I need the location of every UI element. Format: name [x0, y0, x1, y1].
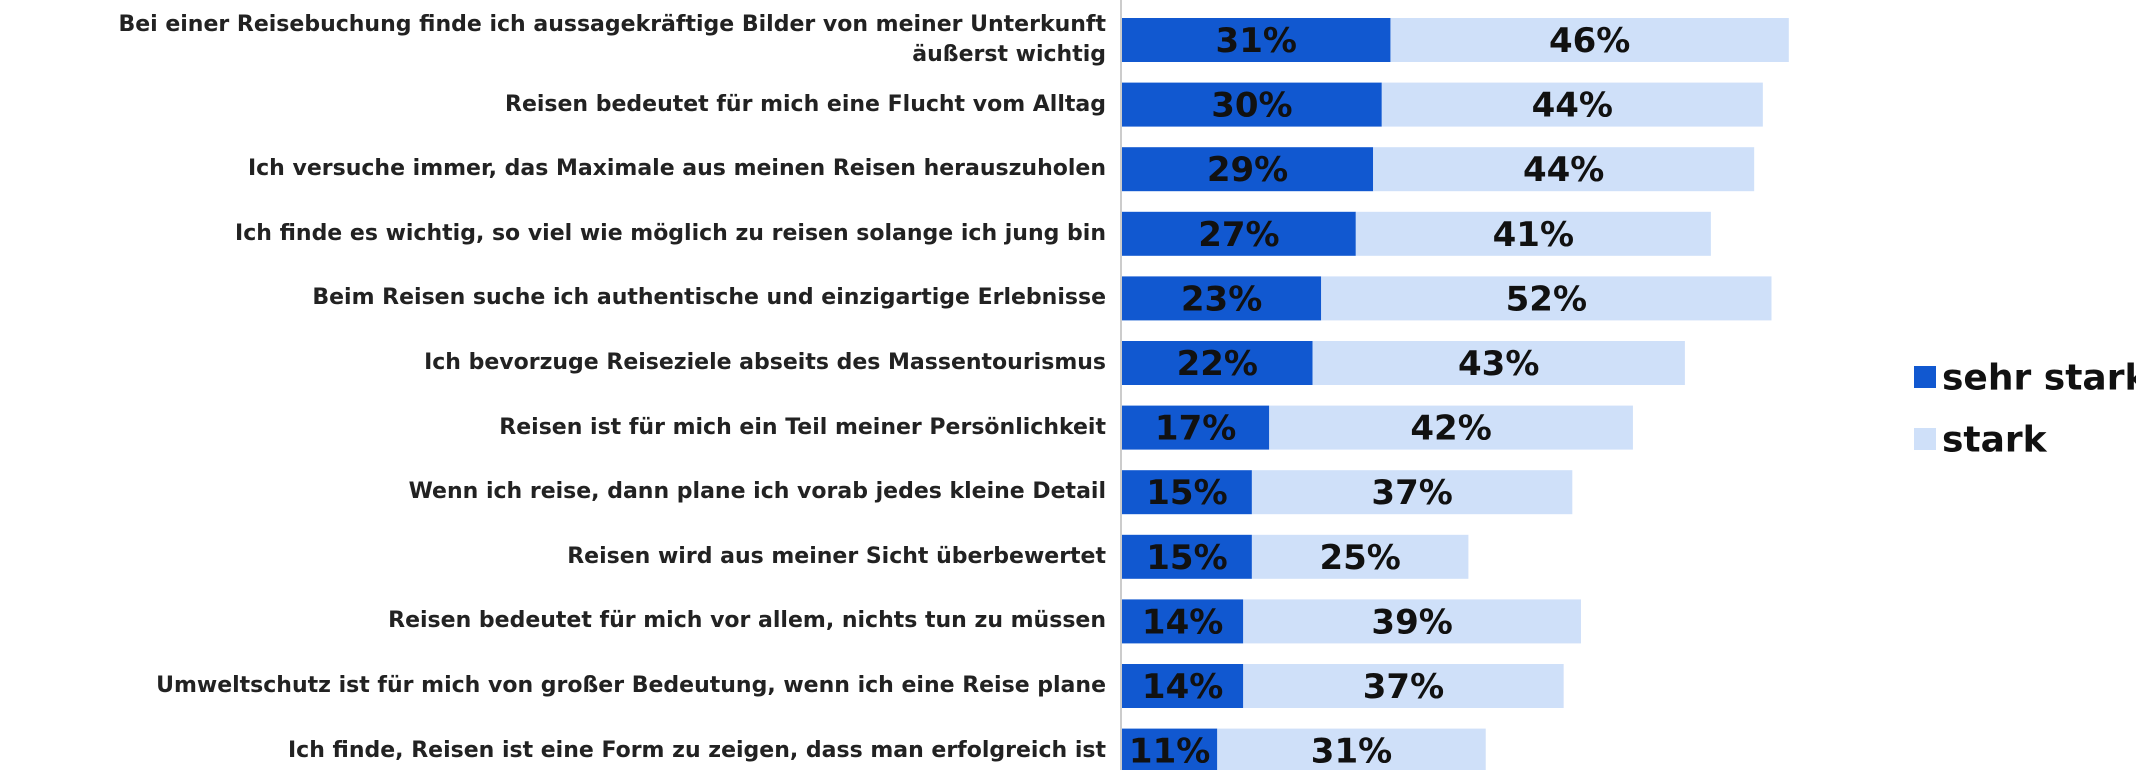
category-label: Ich finde, Reisen ist eine Form zu zeige… — [288, 737, 1106, 763]
category-label: Ich versuche immer, das Maximale aus mei… — [247, 156, 1106, 182]
bar-segment — [1122, 470, 1252, 515]
value-label: 29% — [1207, 150, 1288, 190]
bar-segment — [1251, 470, 1573, 515]
value-label: 43% — [1458, 344, 1539, 384]
bar-segment — [1122, 147, 1374, 192]
bar-segment — [1321, 276, 1772, 321]
category-label: Bei einer Reisebuchung finde ich aussage… — [118, 12, 1106, 67]
value-label: 23% — [1181, 279, 1262, 319]
bar-segment — [1122, 405, 1270, 450]
value-label: 11% — [1129, 732, 1210, 770]
bar-segment — [1122, 18, 1391, 62]
category-label: Beim Reisen suche ich authentische und e… — [312, 285, 1106, 311]
value-label: 17% — [1155, 409, 1236, 449]
value-label: 42% — [1410, 409, 1491, 449]
bar-segment — [1381, 82, 1763, 127]
value-label: 27% — [1198, 215, 1279, 255]
category-label: Wenn ich reise, dann plane ich vorab jed… — [408, 479, 1106, 505]
bar-segment — [1122, 728, 1218, 770]
value-label: 15% — [1146, 538, 1227, 578]
value-label: 44% — [1523, 150, 1604, 190]
bar-segment — [1243, 664, 1564, 708]
category-label: Reisen bedeutet für mich eine Flucht vom… — [505, 91, 1106, 117]
category-label: Reisen wird aus meiner Sicht überbewerte… — [567, 543, 1106, 569]
value-label: 39% — [1371, 602, 1452, 642]
category-label: Reisen bedeutet für mich vor allem, nich… — [388, 608, 1106, 634]
bar-segment — [1122, 211, 1356, 256]
bar-segment — [1373, 147, 1755, 192]
value-label: 37% — [1371, 473, 1452, 513]
legend-label: stark — [1942, 420, 2048, 461]
value-label: 46% — [1549, 21, 1630, 61]
value-label: 14% — [1142, 667, 1223, 707]
bar-segment — [1122, 664, 1244, 708]
value-label: 14% — [1142, 602, 1223, 642]
legend-swatch — [1914, 428, 1936, 450]
legend-label: sehr stark — [1942, 358, 2136, 399]
category-label: Ich finde es wichtig, so viel wie möglic… — [235, 220, 1106, 246]
bar-segment — [1122, 82, 1382, 127]
bar-segment — [1312, 341, 1685, 385]
bar-segment — [1217, 728, 1486, 770]
bar-segment — [1355, 211, 1711, 256]
value-label: 37% — [1363, 667, 1444, 707]
category-label: Umweltschutz ist für mich von großer Bed… — [156, 673, 1106, 698]
bar-segment — [1122, 599, 1244, 644]
value-label: 30% — [1211, 86, 1292, 126]
bar-segment — [1251, 534, 1469, 579]
value-label: 31% — [1311, 732, 1392, 770]
value-label: 22% — [1177, 344, 1258, 384]
legend-swatch — [1914, 366, 1936, 388]
category-label: Ich bevorzuge Reiseziele abseits des Mas… — [424, 350, 1106, 375]
value-label: 15% — [1146, 473, 1227, 513]
value-label: 25% — [1319, 538, 1400, 578]
bar-segment — [1122, 534, 1252, 579]
value-label: 44% — [1532, 86, 1613, 126]
bar-segment — [1390, 18, 1789, 62]
value-label: 41% — [1493, 215, 1574, 255]
value-label: 52% — [1506, 279, 1587, 319]
category-label: Reisen ist für mich ein Teil meiner Pers… — [499, 414, 1106, 440]
bar-segment — [1122, 341, 1313, 385]
bar-segment — [1269, 405, 1633, 450]
value-label: 31% — [1216, 21, 1297, 61]
bar-segment — [1243, 599, 1581, 644]
bar-segment — [1122, 276, 1322, 321]
